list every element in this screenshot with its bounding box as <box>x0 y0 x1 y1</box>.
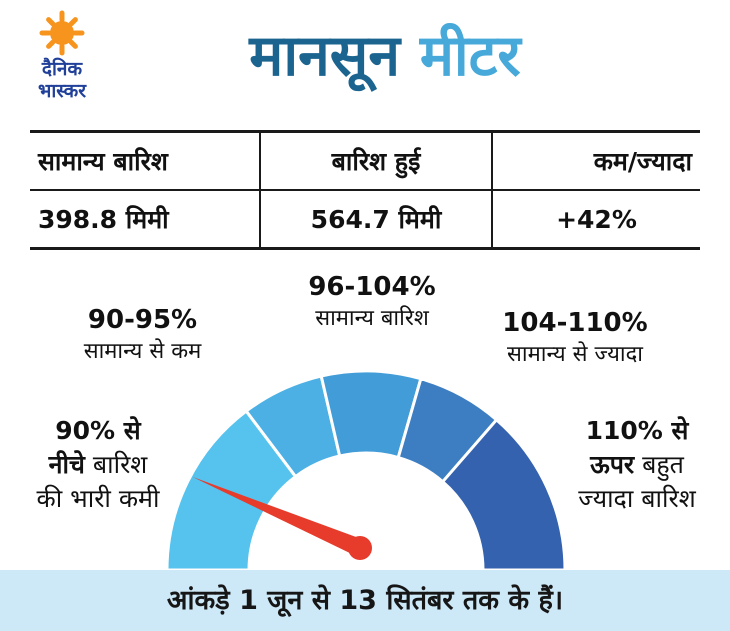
header-normal-rain: सामान्य बारिश <box>30 131 260 191</box>
header-difference: कम/ज्यादा <box>491 131 700 191</box>
gauge-label-heavy-deficit: 90% से नीचे बारिश की भारी कमी <box>36 416 160 513</box>
gauge-label-above-normal-range: 104-110% <box>502 308 648 338</box>
logo-text-line1: दैनिक <box>41 58 83 80</box>
value-normal-rain: 398.8 मिमी <box>38 205 169 234</box>
title-part-dark: मानसून <box>249 23 400 89</box>
value-actual-rain: 564.7 मिमी <box>259 190 492 249</box>
gauge-label-below-normal-text: सामान्य से कम <box>83 339 202 364</box>
gauge-needle <box>192 476 364 557</box>
logo-text-line2: भास्कर <box>37 80 87 102</box>
gauge-label-normal-range: 96-104% <box>308 272 436 302</box>
gauge-label-normal: 96-104% सामान्य बारिश <box>252 272 492 334</box>
rainfall-table: सामान्य बारिश बारिश हुई कम/ज्यादा 398.8 … <box>30 130 700 250</box>
page-title: मानसून मीटर <box>40 16 730 96</box>
gauge-segment <box>440 417 567 570</box>
dainik-bhaskar-logo: दैनिक भास्कर <box>14 8 110 102</box>
gauge-label-above-normal: 104-110% सामान्य से ज्यादा <box>455 308 695 370</box>
gauge-label-below-normal: 90-95% सामान्य से कम <box>35 305 250 367</box>
heavy-excess-text: ज्यादा बारिश <box>578 484 696 513</box>
value-difference: +42% <box>491 190 700 249</box>
gauge-label-normal-text: सामान्य बारिश <box>315 306 429 331</box>
heavy-deficit-range: 90% से <box>55 416 141 445</box>
sun-icon <box>39 10 85 56</box>
gauge-needle-pivot <box>348 536 372 560</box>
footer-note: आंकड़े 1 जून से 13 सितंबर तक के हैं। <box>0 570 730 631</box>
heavy-excess-range: 110% से <box>585 416 689 445</box>
header-actual-rain: बारिश हुई <box>259 131 492 191</box>
table-value-row: 398.8 मिमी 564.7 मिमी +42% <box>30 190 700 249</box>
table-header-row: सामान्य बारिश बारिश हुई कम/ज्यादा <box>30 131 700 191</box>
gauge-label-below-normal-range: 90-95% <box>87 305 198 335</box>
gauge-label-above-normal-text: सामान्य से ज्यादा <box>507 342 643 367</box>
gauge-chart <box>165 369 567 570</box>
gauge-label-heavy-excess: 110% से ऊपर बहुत ज्यादा बारिश <box>578 416 696 513</box>
title-part-light: मीटर <box>419 23 521 89</box>
heavy-deficit-text: की भारी कमी <box>36 484 160 513</box>
